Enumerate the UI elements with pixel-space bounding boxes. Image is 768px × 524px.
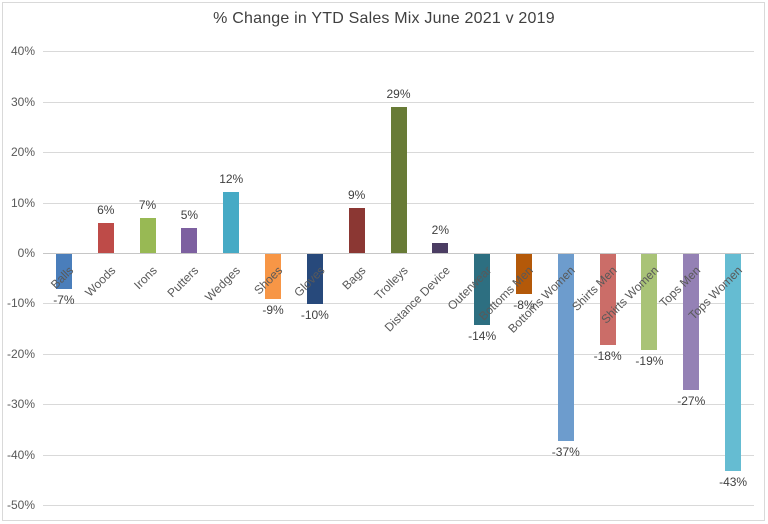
bar-value-label: -37% [551, 444, 580, 459]
bar-value-label: 29% [386, 86, 411, 101]
category-label-bags: Bags [339, 263, 369, 293]
gridline [43, 51, 754, 53]
bar-woods [97, 222, 114, 253]
bar-value-label: 12% [219, 172, 244, 187]
y-axis-tick-label: -40% [6, 447, 35, 462]
bar-value-label: -19% [635, 353, 664, 368]
bar-value-label: -43% [719, 474, 748, 489]
bar-gloves [306, 254, 323, 305]
y-axis-tick-label: 40% [10, 44, 35, 59]
category-label-irons: Irons [130, 263, 160, 293]
gridline [43, 101, 754, 103]
bar-value-label: -27% [677, 394, 706, 409]
gridline [43, 454, 754, 456]
bar-value-label: 5% [180, 207, 199, 222]
bar-tops-men [683, 254, 700, 391]
category-label-trolleys: Trolleys [371, 263, 411, 303]
bar-shirts-men [599, 254, 616, 345]
bar-value-label: -8% [513, 298, 535, 313]
bar-bags [348, 207, 365, 253]
bar-outerwear [474, 254, 491, 325]
y-axis-tick-label: -20% [6, 346, 35, 361]
y-axis-tick-label: 20% [10, 145, 35, 160]
bar-trolleys [390, 106, 407, 253]
bar-putters [181, 227, 198, 253]
gridline [43, 353, 754, 355]
y-axis-tick-label: 30% [10, 94, 35, 109]
bar-value-label: -14% [468, 328, 497, 343]
bar-tops-women [725, 254, 742, 471]
category-label-wedges: Wedges [202, 263, 244, 305]
category-label-woods: Woods [81, 263, 118, 300]
x-axis-line [43, 253, 754, 254]
bar-balls [55, 254, 72, 290]
bar-value-label: -7% [53, 293, 75, 308]
gridline [43, 505, 754, 507]
y-axis-tick-label: 0% [17, 246, 35, 260]
bar-value-label: -18% [593, 348, 622, 363]
bar-bottoms-men [515, 254, 532, 295]
bar-value-label: 6% [97, 202, 115, 217]
bar-value-label: -10% [300, 308, 329, 323]
bar-value-label: 2% [431, 222, 449, 237]
y-axis-tick-label: 10% [10, 195, 35, 210]
gridline [43, 303, 754, 305]
bar-distance-device [432, 242, 449, 253]
y-axis-tick-label: -30% [6, 397, 35, 412]
bar-value-label: 9% [348, 187, 366, 202]
bar-wedges [223, 192, 240, 253]
bar-irons [139, 217, 156, 253]
y-axis-tick-label: -50% [6, 498, 35, 513]
category-label-putters: Putters [164, 263, 202, 301]
bar-shirts-women [641, 254, 658, 350]
chart-title: % Change in YTD Sales Mix June 2021 v 20… [213, 10, 555, 27]
bar-value-label: 7% [138, 197, 157, 212]
y-axis-tick-label: -10% [6, 296, 35, 311]
bar-shoes [265, 254, 282, 300]
gridline [43, 404, 754, 406]
bar-value-label: -9% [262, 303, 284, 318]
bar-bottoms-women [557, 254, 574, 441]
